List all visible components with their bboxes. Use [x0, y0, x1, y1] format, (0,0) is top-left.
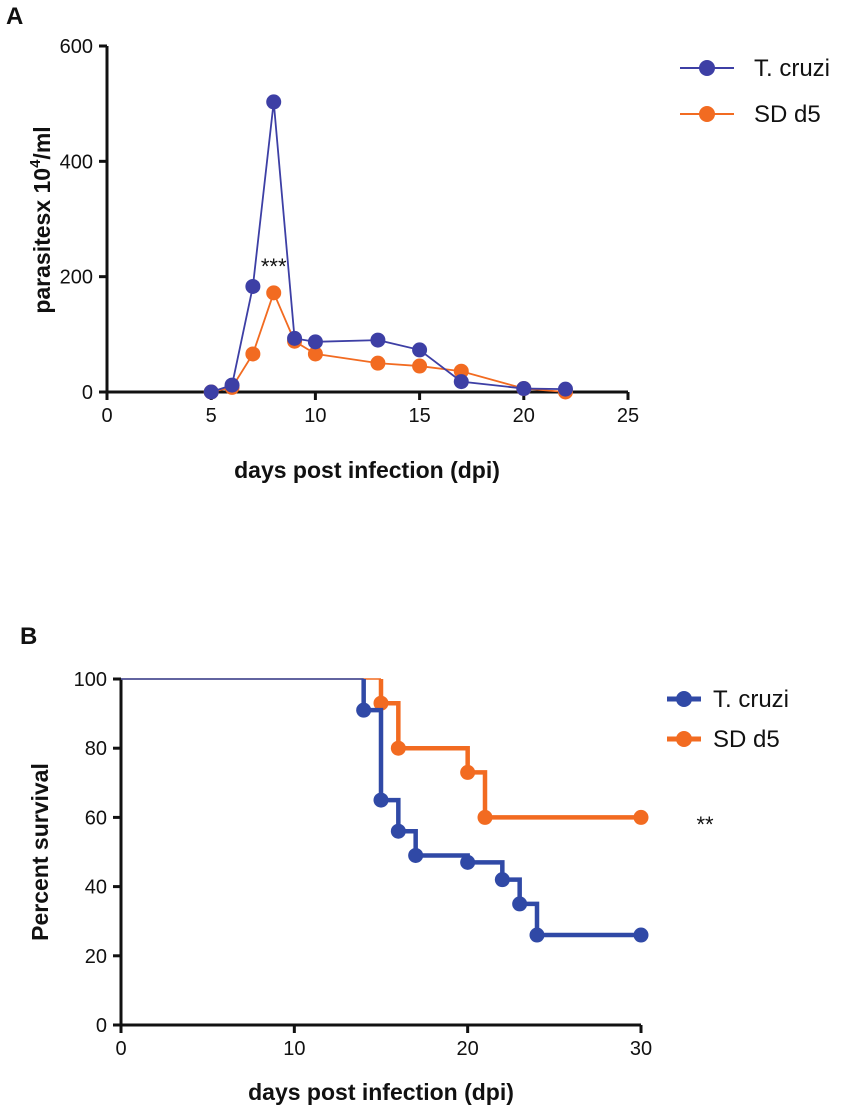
panel-a-label: A: [6, 3, 23, 30]
panel-a-data-point: [307, 346, 323, 362]
legend-marker-1: [699, 106, 715, 122]
panel-a-y-tick-label: 0: [82, 382, 93, 404]
panel-a-data-point: [412, 342, 428, 358]
panel-b-data-point: [477, 809, 493, 825]
panel-b-data-point: [529, 927, 545, 943]
panel-a-x-tick-label: 25: [617, 405, 639, 427]
legend-label-0: T. cruzi: [713, 686, 789, 713]
panel-a-y-tick-label: 400: [60, 151, 93, 173]
panel-a-data-point: [453, 374, 469, 390]
panel-b-y-tick-label: 100: [74, 669, 107, 691]
panel-a-data-point: [557, 381, 573, 397]
panel-b-x-tick-label: 30: [630, 1038, 652, 1060]
panel-a-y-label-main: parasitesx 10: [29, 168, 55, 314]
legend-marker-1: [676, 731, 692, 747]
panel-b-y-tick-label: 0: [96, 1015, 107, 1037]
panel-b-series-step-1: [378, 679, 641, 820]
panel-a-data-point: [287, 330, 303, 346]
panel-a-y-axis-label: parasitesx 104/ml: [27, 126, 55, 313]
panel-a-x-tick-label: 15: [408, 405, 430, 427]
panel-a-data-point: [266, 285, 282, 301]
panel-b-x-axis-label: days post infection (dpi): [248, 1079, 514, 1105]
panel-b-data-point: [633, 927, 649, 943]
panel-b-data-point: [494, 872, 510, 888]
panel-a-x-tick-label: 20: [513, 405, 535, 427]
panel-a-data-point: [224, 377, 240, 393]
panel-b-label: B: [20, 623, 37, 650]
legend-marker-0: [676, 691, 692, 707]
panel-a-data-point: [307, 334, 323, 350]
panel-b-x-tick-label: 10: [283, 1038, 305, 1060]
panel-a-axes: 0 5 10 15 20 25 0 200 400 600: [60, 36, 640, 427]
panel-b-data-point: [373, 695, 389, 711]
panel-b-data-point: [512, 896, 528, 912]
panel-a-y-label-sup: 4: [27, 159, 44, 168]
panel-a-data-point: [245, 278, 261, 294]
panel-a-significance: ***: [261, 254, 287, 279]
panel-b-data-point: [390, 823, 406, 839]
legend-label-1: SD d5: [713, 726, 780, 753]
panel-b-legend: T. cruzi SD d5: [667, 686, 789, 753]
panel-b-y-tick-label: 80: [85, 738, 107, 760]
panel-b-data-point: [460, 764, 476, 780]
panel-a-data-point: [412, 358, 428, 374]
panel-b-data-point: [633, 809, 649, 825]
panel-b-y-tick-label: 20: [85, 946, 107, 968]
legend-label-0: T. cruzi: [754, 55, 830, 82]
panel-a-x-axis-label: days post infection (dpi): [234, 457, 500, 483]
legend-marker-0: [699, 60, 715, 76]
panel-a-x-tick-label: 10: [304, 405, 326, 427]
panel-a-chart: A 0 5 10 15 20 25 0 200 400 600 *** days post inf…: [6, 3, 830, 483]
panel-a-data-point: [370, 355, 386, 371]
panel-a-data-point: [266, 94, 282, 110]
panel-a-series-line-0: [210, 101, 566, 393]
panel-a-series: [203, 94, 573, 400]
panel-b-y-axis-label: Percent survival: [27, 763, 53, 941]
panel-b-series-step-0: [361, 679, 641, 938]
panel-b-data-point: [460, 854, 476, 870]
panel-b-data-point: [390, 740, 406, 756]
panel-a-data-point: [203, 384, 219, 400]
panel-b-chart: B 0 10 20 30 0 20 40 60 80 100 ** days post infec…: [20, 623, 789, 1105]
panel-a-y-tick-label: 600: [60, 36, 93, 58]
panel-b-y-tick-label: 60: [85, 807, 107, 829]
panel-b-data-point: [356, 702, 372, 718]
panel-b-data-point: [408, 847, 424, 863]
panel-b-series: [121, 678, 649, 943]
panel-a-y-label-tail: /ml: [29, 126, 55, 159]
panel-a-data-point: [516, 381, 532, 397]
panel-a-legend: T. cruzi SD d5: [680, 55, 830, 128]
panel-b-significance: **: [696, 812, 714, 837]
panel-a-x-tick-label: 0: [101, 405, 112, 427]
panel-b-x-tick-label: 20: [457, 1038, 479, 1060]
legend-label-1: SD d5: [754, 101, 821, 128]
panel-a-data-point: [370, 332, 386, 348]
panel-a-data-point: [245, 346, 261, 362]
panel-a-x-tick-label: 5: [206, 405, 217, 427]
panel-b-axes: 0 10 20 30 0 20 40 60 80 100: [74, 669, 653, 1060]
panel-b-x-tick-label: 0: [115, 1038, 126, 1060]
panel-b-data-point: [373, 792, 389, 808]
panel-b-y-tick-label: 40: [85, 877, 107, 899]
panel-a-data-point: [453, 363, 469, 379]
panel-a-y-tick-label: 200: [60, 267, 93, 289]
